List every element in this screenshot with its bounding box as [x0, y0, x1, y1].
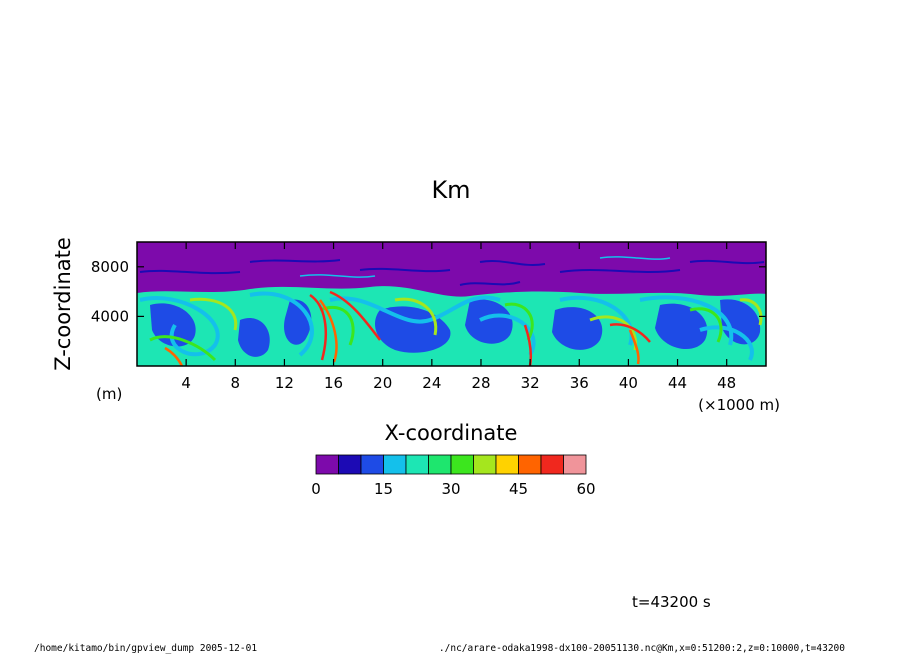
footer-right-path: ./nc/arare-odaka1998-dx100-20051130.nc@K… [439, 643, 845, 654]
heatmap-field [137, 242, 766, 366]
colorbar-swatch [540, 454, 564, 475]
y-axis-label: Z-coordinate [51, 237, 75, 371]
colorbar-swatch [450, 454, 474, 475]
colorbar-swatch [315, 454, 339, 475]
x-tick-label: 40 [619, 374, 638, 392]
colorbar-swatch [495, 454, 519, 475]
colorbar-label: 30 [441, 480, 460, 498]
eddy-highlight [739, 298, 763, 326]
colorbar-swatch [405, 454, 429, 475]
upper-streak [139, 269, 241, 275]
colorbar-label: 15 [374, 480, 393, 498]
eddy-highlight [689, 307, 723, 343]
colorbar-label: 60 [576, 480, 595, 498]
x-axis-ticks: 4 8 12 16 20 24 28 32 36 40 44 48 [181, 242, 736, 392]
eddy-contour [139, 296, 220, 357]
colorbar-label: 0 [311, 480, 321, 498]
colorbar-swatch [518, 454, 542, 475]
colorbar-swatch [338, 454, 362, 475]
eddy-highlight [189, 297, 238, 331]
upper-streak [299, 274, 376, 278]
colorbar: 0 15 30 45 60 [311, 454, 596, 498]
eddy-contour [639, 295, 734, 346]
high-value-plume [164, 346, 184, 366]
y-tick-label: 4000 [91, 307, 129, 325]
eddy-highlight [504, 302, 534, 341]
chart-title: Km [431, 176, 470, 204]
eddy-contour [249, 291, 314, 357]
x-tick-label: 44 [668, 374, 687, 392]
high-value-plume [329, 290, 381, 341]
time-label: t=43200 s [632, 593, 711, 611]
low-value-patch [238, 318, 270, 357]
field-layers [137, 256, 766, 366]
upper-streak [599, 256, 671, 260]
upper-streak [559, 269, 681, 273]
upper-streak [459, 281, 521, 286]
colorbar-swatch [473, 454, 497, 475]
x-axis-unit: (×1000 m) [698, 396, 780, 414]
x-tick-label: 16 [324, 374, 343, 392]
y-axis-ticks: 4000 8000 [91, 258, 766, 325]
colorbar-swatch [360, 454, 384, 475]
eddy-highlight [394, 297, 438, 336]
colorbar-label: 45 [509, 480, 528, 498]
upper-streak [249, 259, 341, 263]
y-axis-unit: (m) [96, 385, 122, 403]
low-value-patch [655, 303, 708, 350]
x-tick-label: 48 [717, 374, 736, 392]
x-tick-label: 28 [471, 374, 490, 392]
plot-frame [136, 241, 767, 367]
x-tick-label: 4 [181, 374, 191, 392]
colorbar-swatch [383, 454, 407, 475]
eddy-contour [329, 295, 501, 324]
high-value-plume [309, 293, 328, 361]
x-axis-label: X-coordinate [385, 421, 518, 445]
colorbar-swatch [428, 454, 452, 475]
footer-left-path: /home/kitamo/bin/gpview_dump 2005-12-01 [34, 643, 257, 654]
low-value-patch [552, 307, 603, 350]
x-tick-label: 12 [275, 374, 294, 392]
x-tick-label: 8 [231, 374, 241, 392]
eddy-contour [479, 313, 536, 357]
x-tick-label: 20 [373, 374, 392, 392]
eddy-contour [699, 325, 754, 361]
low-value-patch [465, 299, 513, 344]
y-tick-label: 8000 [91, 258, 129, 276]
x-tick-label: 24 [422, 374, 441, 392]
high-value-plume [628, 329, 640, 365]
colorbar-swatch [563, 454, 587, 475]
eddy-highlight [149, 335, 217, 362]
x-tick-label: 32 [521, 374, 540, 392]
x-tick-label: 36 [570, 374, 589, 392]
high-value-plume [609, 323, 651, 343]
upper-streak [479, 260, 546, 266]
high-value-plume [318, 299, 338, 363]
upper-streak [359, 267, 451, 273]
upper-streak [689, 259, 765, 265]
